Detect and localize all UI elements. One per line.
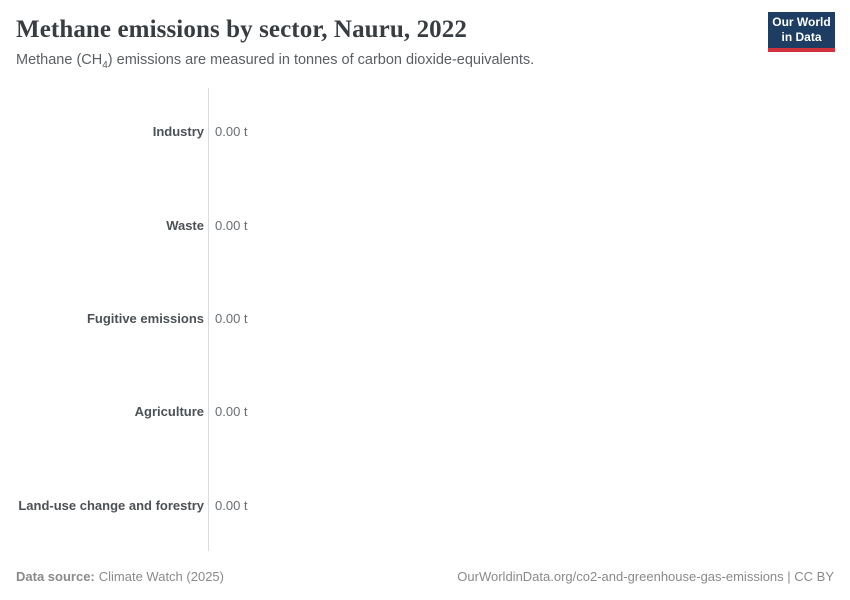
chart-row-industry: Industry 0.00 t	[0, 124, 850, 140]
category-label: Fugitive emissions	[86, 311, 204, 326]
owid-logo-line2: in Data	[781, 30, 822, 44]
value-label: 0.00 t	[215, 218, 248, 233]
data-source-label: Data source:	[16, 569, 95, 584]
value-label: 0.00 t	[215, 124, 248, 139]
subtitle-suffix: ) emissions are measured in tonnes of ca…	[107, 52, 535, 68]
page-title: Methane emissions by sector, Nauru, 2022	[16, 16, 467, 43]
category-label: Waste	[166, 218, 204, 233]
owid-logo-line1: Our World	[772, 15, 831, 29]
y-axis-line	[208, 88, 209, 551]
chart-row-fugitive-emissions: Fugitive emissions 0.00 t	[0, 311, 850, 327]
category-label: Agriculture	[134, 404, 204, 419]
category-label: Land-use change and forestry	[18, 498, 204, 513]
value-label: 0.00 t	[215, 311, 248, 326]
data-source-value: Climate Watch (2025)	[98, 569, 224, 584]
value-label: 0.00 t	[215, 498, 248, 513]
chart-row-agriculture: Agriculture 0.00 t	[0, 404, 850, 420]
chart-row-waste: Waste 0.00 t	[0, 218, 850, 234]
owid-logo: Our World in Data	[768, 12, 835, 52]
value-label: 0.00 t	[215, 404, 248, 419]
subtitle-prefix: Methane (CH	[16, 52, 103, 68]
owid-url-link[interactable]: OurWorldinData.org/co2-and-greenhouse-ga…	[457, 569, 834, 584]
data-source: Data source: Climate Watch (2025)	[16, 569, 224, 584]
subtitle-subscript: 4	[102, 59, 108, 71]
page-subtitle: Methane (CH4) emissions are measured in …	[16, 52, 534, 71]
chart-footer: Data source: Climate Watch (2025) OurWorl…	[16, 569, 834, 584]
category-label: Industry	[152, 124, 204, 139]
chart-row-land-use: Land-use change and forestry 0.00 t	[0, 498, 850, 514]
